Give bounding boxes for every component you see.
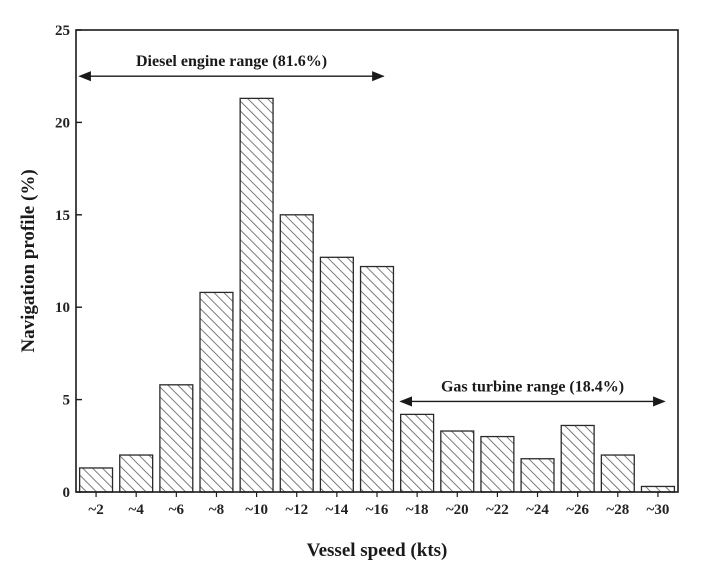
bar-15 — [640, 485, 676, 493]
x-tick-label: ~2 — [88, 502, 103, 518]
bar-1 — [78, 467, 114, 493]
y-tick-label: 20 — [55, 115, 70, 131]
bar-10 — [440, 430, 475, 493]
x-tick-label: ~4 — [129, 502, 145, 518]
x-tick-label: ~22 — [486, 502, 509, 518]
x-tick-label: ~12 — [285, 502, 308, 518]
bar-8 — [359, 265, 395, 493]
bar-6 — [279, 214, 314, 493]
bar-11 — [480, 435, 515, 493]
x-tick-label: ~20 — [446, 502, 469, 518]
x-tick-label: ~6 — [169, 502, 185, 518]
x-tick-label: ~18 — [406, 502, 429, 518]
annotation-label-2: Gas turbine range (18.4%) — [441, 378, 624, 395]
y-tick-label: 0 — [63, 485, 71, 501]
annotation-label-1: Diesel engine range (81.6%) — [136, 53, 327, 70]
annotations-group: Diesel engine range (81.6%) Gas turbine r… — [78, 53, 666, 407]
bar-13 — [560, 424, 595, 493]
y-axis-title: Navigation profile (%) — [18, 169, 39, 352]
bar-4 — [199, 291, 234, 493]
x-tick-label: ~16 — [366, 502, 389, 518]
x-tick-label: ~26 — [566, 502, 589, 518]
y-tick-label: 10 — [55, 300, 70, 316]
x-axis-title: Vessel speed (kts) — [307, 540, 448, 561]
x-tick-label: ~24 — [526, 502, 549, 518]
y-axis-ticks: 0 5 10 15 20 25 — [55, 23, 82, 501]
x-tick-label: ~28 — [606, 502, 629, 518]
bar-14 — [600, 454, 635, 493]
bar-5 — [239, 97, 274, 493]
x-tick-label: ~14 — [325, 502, 348, 518]
bar-7 — [319, 256, 354, 493]
bar-2 — [119, 454, 154, 493]
x-axis-ticks: ~2 ~4 ~6 ~8 ~10 ~12 ~14 ~16 ~18 ~20 ~22 ~24 ~26 ~28 ~3… — [88, 492, 669, 518]
x-tick-label: ~30 — [647, 502, 670, 518]
bar-3 — [159, 384, 194, 493]
y-tick-label: 5 — [63, 393, 71, 409]
x-tick-label: ~8 — [209, 502, 224, 518]
x-tick-label: ~10 — [245, 502, 268, 518]
y-tick-label: 25 — [55, 23, 70, 39]
bar-9 — [400, 413, 435, 493]
bars-group — [78, 97, 676, 493]
y-tick-label: 15 — [55, 208, 70, 224]
bar-12 — [520, 458, 555, 493]
